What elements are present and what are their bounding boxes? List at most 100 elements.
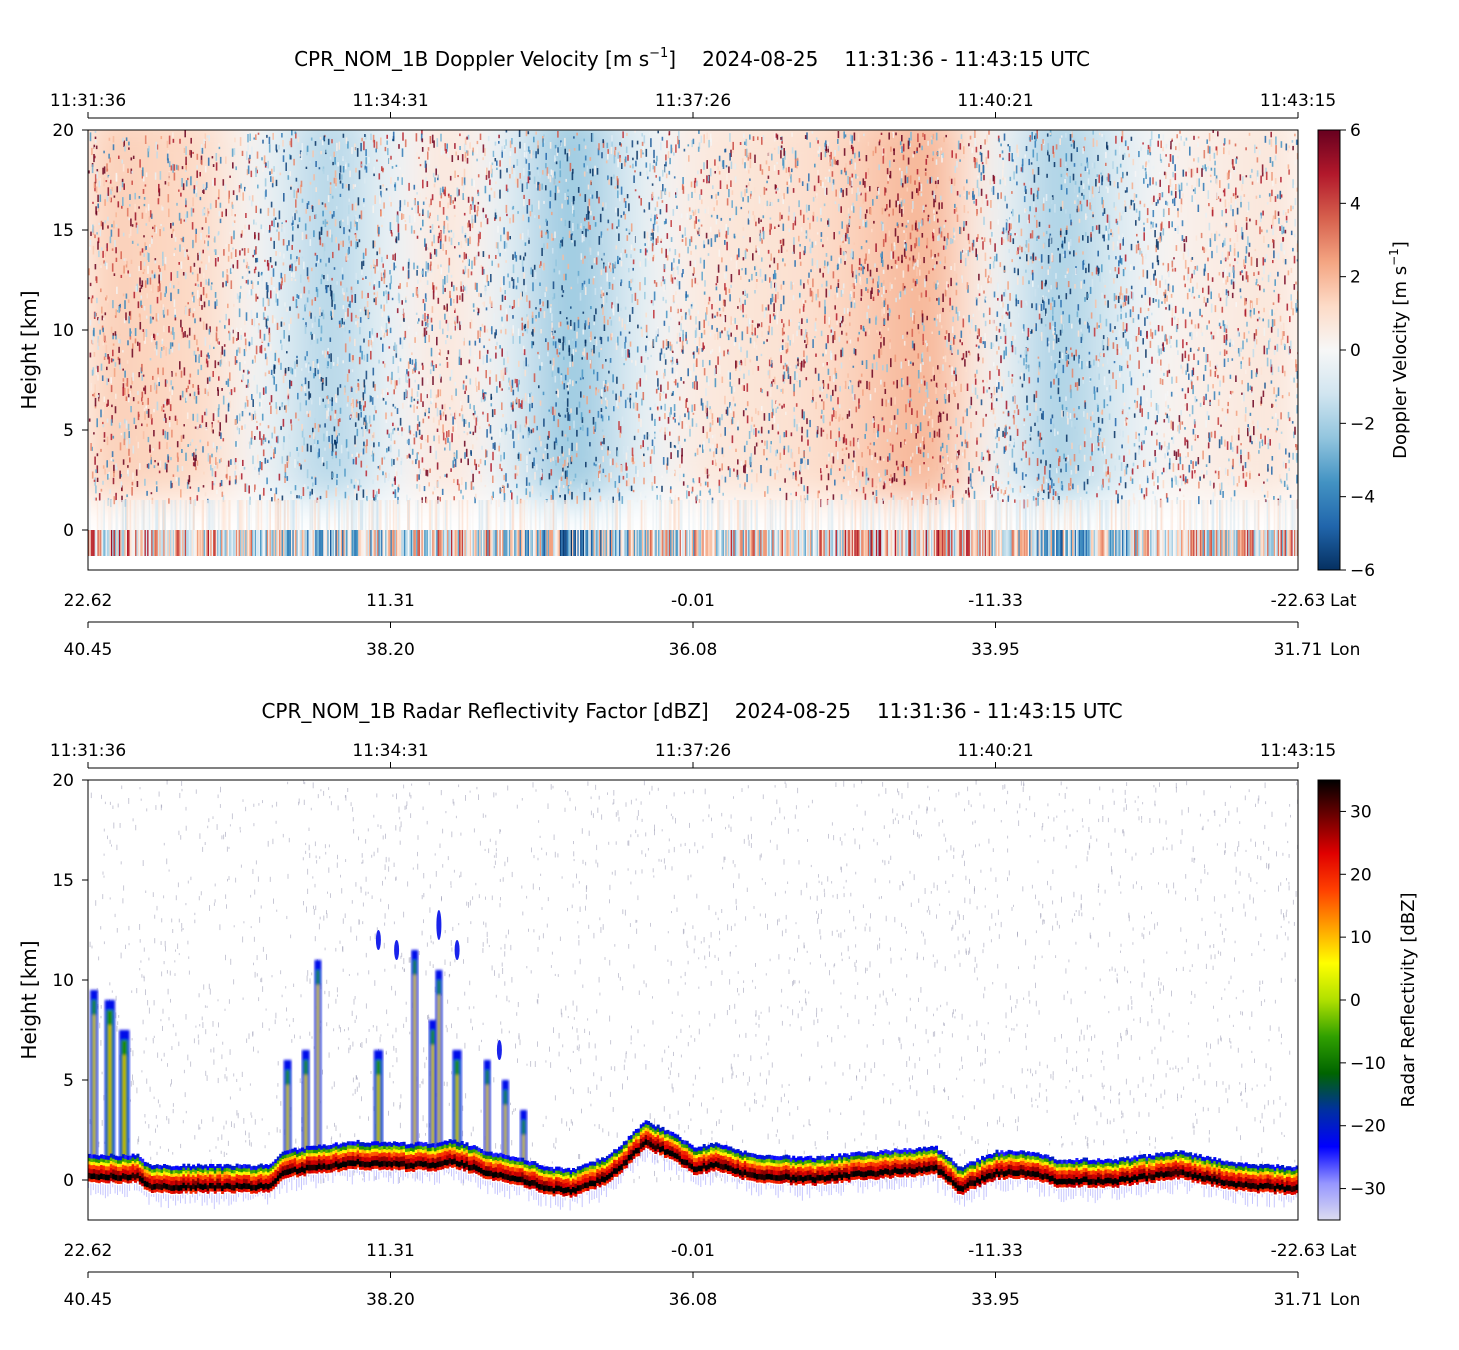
doppler-noise-streak: [732, 141, 734, 150]
doppler-noise-streak: [664, 139, 666, 145]
doppler-noise-streak: [212, 179, 214, 187]
doppler-noise-streak: [503, 358, 505, 366]
doppler-noise-streak: [828, 169, 831, 172]
doppler-noise-streak: [973, 469, 975, 473]
doppler-noise-streak: [214, 360, 217, 369]
doppler-noise-streak: [764, 303, 766, 311]
doppler-noise-streak: [418, 421, 421, 427]
doppler-noise-streak: [830, 464, 833, 469]
doppler-noise-streak: [418, 460, 420, 469]
doppler-noise-streak: [90, 443, 92, 451]
doppler-noise-streak: [241, 230, 243, 237]
doppler-noise-streak: [293, 271, 295, 278]
doppler-noise-streak: [1260, 367, 1263, 375]
doppler-noise-streak: [1156, 439, 1158, 446]
doppler-noise-streak: [1093, 162, 1096, 169]
doppler-noise-streak: [1129, 476, 1132, 481]
doppler-noise-streak: [728, 166, 730, 173]
doppler-noise-streak: [192, 462, 195, 467]
doppler-noise-streak: [765, 307, 767, 311]
doppler-noise-streak: [296, 210, 298, 214]
doppler-noise-streak: [373, 172, 375, 177]
doppler-noise-streak: [698, 142, 701, 149]
doppler-title-sup: −1: [649, 46, 668, 61]
doppler-noise-streak: [824, 313, 826, 317]
doppler-noise-streak: [430, 401, 432, 405]
doppler-noise-streak: [548, 360, 551, 364]
doppler-noise-streak: [824, 315, 826, 324]
doppler-noise-streak: [946, 445, 948, 453]
doppler-noise-streak: [1151, 466, 1153, 473]
doppler-noise-streak: [1051, 197, 1053, 204]
doppler-noise-streak: [278, 231, 280, 241]
doppler-noise-streak: [614, 186, 617, 190]
doppler-noise-streak: [289, 265, 291, 271]
doppler-noise-streak: [1157, 404, 1160, 414]
doppler-noise-streak: [890, 420, 893, 426]
doppler-noise-streak: [804, 361, 806, 364]
doppler-noise-streak: [544, 292, 546, 297]
doppler-noise-streak: [253, 268, 256, 274]
doppler-noise-streak: [1048, 344, 1050, 353]
doppler-noise-streak: [582, 351, 584, 356]
doppler-noise-streak: [678, 281, 681, 290]
doppler-noise-streak: [697, 231, 699, 235]
doppler-noise-streak: [1066, 411, 1069, 416]
doppler-noise-streak: [1002, 499, 1004, 502]
doppler-noise-streak: [1047, 483, 1050, 491]
doppler-noise-streak: [483, 278, 485, 284]
doppler-noise-streak: [1010, 223, 1012, 230]
doppler-noise-streak: [143, 306, 146, 311]
doppler-noise-streak: [1048, 208, 1051, 213]
doppler-noise-streak: [224, 184, 227, 191]
doppler-noise-streak: [1274, 155, 1277, 161]
doppler-noise-streak: [1105, 471, 1108, 481]
doppler-noise-streak: [335, 362, 338, 368]
doppler-noise-streak: [450, 274, 453, 278]
doppler-noise-streak: [525, 488, 528, 495]
time-tick-label: 11:43:15: [1260, 91, 1336, 111]
doppler-noise-streak: [155, 341, 158, 350]
doppler-noise-streak: [474, 496, 476, 504]
doppler-noise-streak: [506, 168, 508, 173]
doppler-noise-streak: [915, 261, 917, 266]
doppler-noise-streak: [1275, 404, 1278, 408]
doppler-noise-streak: [1047, 491, 1050, 499]
doppler-noise-streak: [781, 405, 783, 409]
doppler-noise-streak: [1108, 255, 1110, 260]
doppler-noise-streak: [422, 418, 425, 424]
doppler-noise-streak: [709, 406, 711, 410]
doppler-noise-streak: [511, 404, 514, 410]
doppler-noise-streak: [801, 409, 804, 419]
doppler-noise-streak: [351, 387, 353, 392]
doppler-noise-streak: [332, 161, 334, 166]
doppler-noise-streak: [620, 253, 622, 260]
doppler-noise-streak: [199, 424, 201, 428]
doppler-noise-streak: [142, 167, 144, 177]
doppler-noise-streak: [251, 430, 253, 440]
doppler-noise-streak: [1296, 187, 1298, 192]
doppler-noise-streak: [612, 496, 614, 503]
doppler-noise-streak: [1075, 349, 1077, 357]
doppler-noise-streak: [682, 381, 685, 384]
doppler-noise-streak: [135, 425, 137, 429]
doppler-noise-streak: [235, 441, 237, 447]
doppler-noise-streak: [526, 455, 528, 464]
doppler-noise-streak: [446, 303, 448, 312]
doppler-noise-streak: [724, 327, 726, 331]
doppler-noise-streak: [583, 138, 585, 142]
doppler-noise-streak: [1276, 427, 1278, 431]
doppler-noise-streak: [1070, 219, 1072, 226]
doppler-noise-streak: [272, 375, 274, 379]
doppler-noise-streak: [1143, 494, 1146, 498]
doppler-noise-streak: [991, 493, 993, 498]
doppler-noise-streak: [1092, 443, 1095, 451]
doppler-noise-streak: [732, 411, 735, 418]
doppler-noise-streak: [552, 357, 555, 367]
doppler-noise-streak: [387, 294, 390, 301]
doppler-noise-streak: [620, 215, 623, 218]
doppler-noise-streak: [697, 348, 700, 355]
doppler-noise-streak: [417, 415, 419, 421]
doppler-noise-streak: [1076, 194, 1079, 198]
doppler-noise-streak: [387, 291, 390, 295]
